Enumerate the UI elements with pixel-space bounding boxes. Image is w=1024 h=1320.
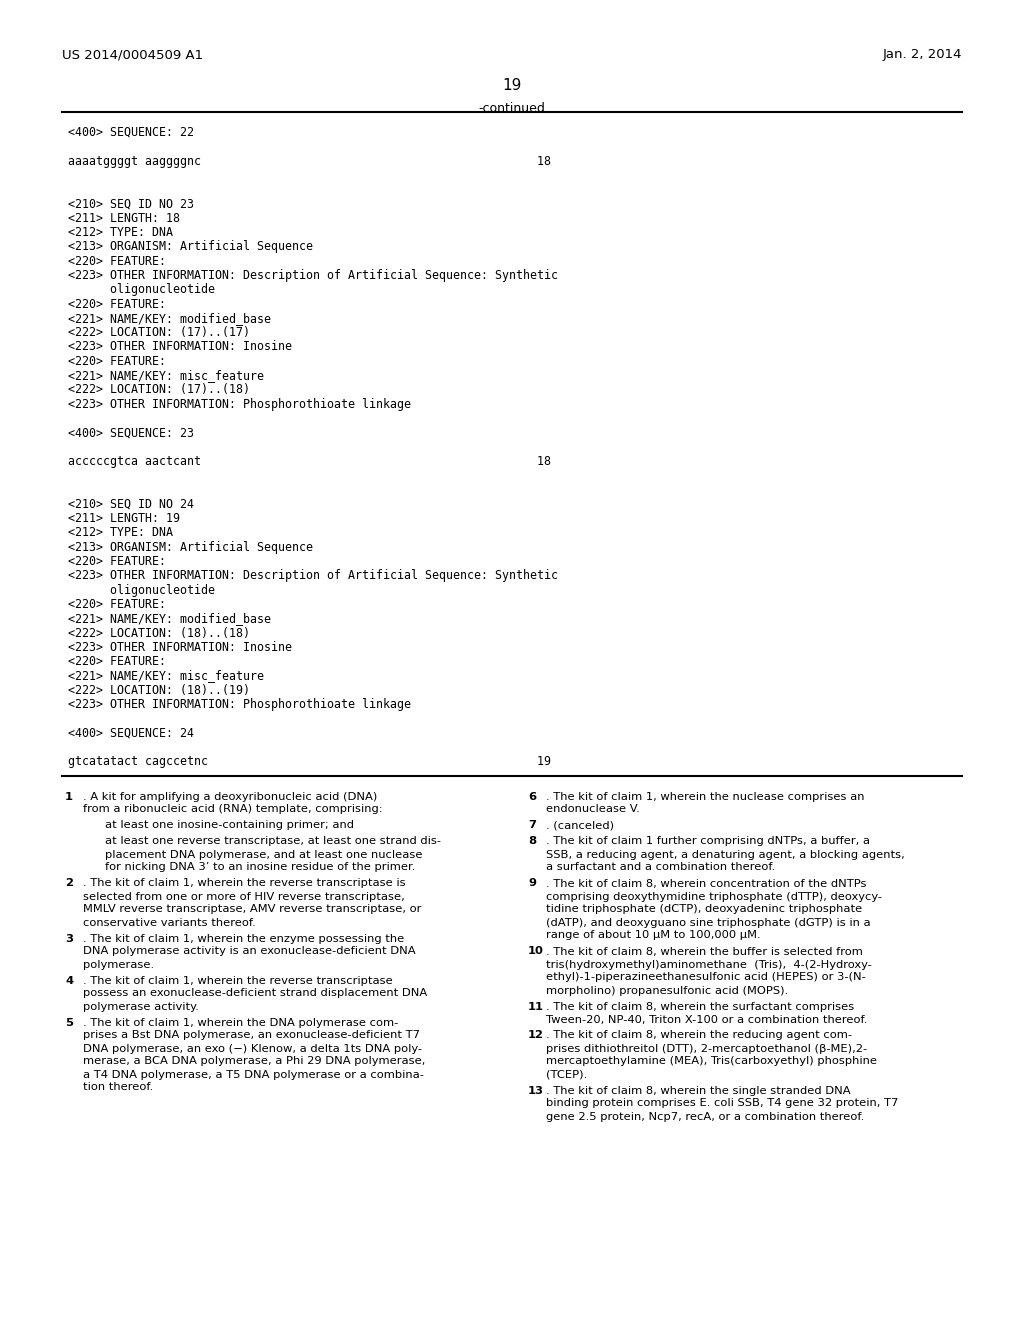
Text: . The kit of claim 1 further comprising dNTPs, a buffer, a: . The kit of claim 1 further comprising …: [546, 837, 870, 846]
Text: 9: 9: [528, 879, 536, 888]
Text: polymerase.: polymerase.: [83, 960, 155, 969]
Text: oligonucleotide: oligonucleotide: [68, 583, 215, 597]
Text: endonuclease V.: endonuclease V.: [546, 804, 640, 814]
Text: <222> LOCATION: (18)..(18): <222> LOCATION: (18)..(18): [68, 627, 250, 639]
Text: 13: 13: [528, 1085, 544, 1096]
Text: 12: 12: [528, 1031, 544, 1040]
Text: . The kit of claim 1, wherein the DNA polymerase com-: . The kit of claim 1, wherein the DNA po…: [83, 1018, 398, 1027]
Text: . The kit of claim 8, wherein the reducing agent com-: . The kit of claim 8, wherein the reduci…: [546, 1031, 852, 1040]
Text: ethyl)-1-piperazineethanesulfonic acid (HEPES) or 3-(N-: ethyl)-1-piperazineethanesulfonic acid (…: [546, 973, 865, 982]
Text: . The kit of claim 1, wherein the reverse transcriptase: . The kit of claim 1, wherein the revers…: [83, 975, 393, 986]
Text: <223> OTHER INFORMATION: Phosphorothioate linkage: <223> OTHER INFORMATION: Phosphorothioat…: [68, 698, 411, 711]
Text: . (canceled): . (canceled): [546, 821, 614, 830]
Text: <222> LOCATION: (17)..(17): <222> LOCATION: (17)..(17): [68, 326, 250, 339]
Text: <211> LENGTH: 18: <211> LENGTH: 18: [68, 211, 180, 224]
Text: . The kit of claim 1, wherein the reverse transcriptase is: . The kit of claim 1, wherein the revers…: [83, 879, 406, 888]
Text: range of about 10 μM to 100,000 μM.: range of about 10 μM to 100,000 μM.: [546, 931, 761, 940]
Text: 4: 4: [65, 975, 73, 986]
Text: comprising deoxythymidine triphosphate (dTTP), deoxycy-: comprising deoxythymidine triphosphate (…: [546, 891, 882, 902]
Text: prises a Bst DNA polymerase, an exonuclease-deficient T7: prises a Bst DNA polymerase, an exonucle…: [83, 1031, 420, 1040]
Text: a T4 DNA polymerase, a T5 DNA polymerase or a combina-: a T4 DNA polymerase, a T5 DNA polymerase…: [83, 1069, 424, 1080]
Text: binding protein comprises E. coli SSB, T4 gene 32 protein, T7: binding protein comprises E. coli SSB, T…: [546, 1098, 898, 1109]
Text: <220> FEATURE:: <220> FEATURE:: [68, 255, 166, 268]
Text: <213> ORGANISM: Artificial Sequence: <213> ORGANISM: Artificial Sequence: [68, 240, 313, 253]
Text: <221> NAME/KEY: misc_feature: <221> NAME/KEY: misc_feature: [68, 370, 264, 381]
Text: <213> ORGANISM: Artificial Sequence: <213> ORGANISM: Artificial Sequence: [68, 541, 313, 553]
Text: <222> LOCATION: (17)..(18): <222> LOCATION: (17)..(18): [68, 383, 250, 396]
Text: from a ribonucleic acid (RNA) template, comprising:: from a ribonucleic acid (RNA) template, …: [83, 804, 383, 814]
Text: <222> LOCATION: (18)..(19): <222> LOCATION: (18)..(19): [68, 684, 250, 697]
Text: DNA polymerase, an exo (−) Klenow, a delta 1ts DNA poly-: DNA polymerase, an exo (−) Klenow, a del…: [83, 1044, 422, 1053]
Text: <212> TYPE: DNA: <212> TYPE: DNA: [68, 527, 173, 540]
Text: <223> OTHER INFORMATION: Inosine: <223> OTHER INFORMATION: Inosine: [68, 341, 292, 354]
Text: <221> NAME/KEY: modified_base: <221> NAME/KEY: modified_base: [68, 612, 271, 626]
Text: 10: 10: [528, 946, 544, 957]
Text: <220> FEATURE:: <220> FEATURE:: [68, 655, 166, 668]
Text: aaaatggggt aaggggnc                                                18: aaaatggggt aaggggnc 18: [68, 154, 551, 168]
Text: <223> OTHER INFORMATION: Description of Artificial Sequence: Synthetic: <223> OTHER INFORMATION: Description of …: [68, 569, 558, 582]
Text: for nicking DNA 3’ to an inosine residue of the primer.: for nicking DNA 3’ to an inosine residue…: [105, 862, 416, 873]
Text: Tween-20, NP-40, Triton X-100 or a combination thereof.: Tween-20, NP-40, Triton X-100 or a combi…: [546, 1015, 867, 1024]
Text: polymerase activity.: polymerase activity.: [83, 1002, 199, 1011]
Text: <400> SEQUENCE: 24: <400> SEQUENCE: 24: [68, 726, 194, 739]
Text: placement DNA polymerase, and at least one nuclease: placement DNA polymerase, and at least o…: [105, 850, 423, 859]
Text: <400> SEQUENCE: 22: <400> SEQUENCE: 22: [68, 125, 194, 139]
Text: . The kit of claim 8, wherein the single stranded DNA: . The kit of claim 8, wherein the single…: [546, 1085, 851, 1096]
Text: 3: 3: [65, 933, 73, 944]
Text: tion thereof.: tion thereof.: [83, 1082, 154, 1093]
Text: <210> SEQ ID NO 24: <210> SEQ ID NO 24: [68, 498, 194, 511]
Text: tidine triphosphate (dCTP), deoxyadeninc triphosphate: tidine triphosphate (dCTP), deoxyadeninc…: [546, 904, 862, 915]
Text: <223> OTHER INFORMATION: Description of Artificial Sequence: Synthetic: <223> OTHER INFORMATION: Description of …: [68, 269, 558, 282]
Text: . A kit for amplifying a deoxyribonucleic acid (DNA): . A kit for amplifying a deoxyribonuclei…: [83, 792, 378, 801]
Text: . The kit of claim 8, wherein the buffer is selected from: . The kit of claim 8, wherein the buffer…: [546, 946, 863, 957]
Text: <220> FEATURE:: <220> FEATURE:: [68, 554, 166, 568]
Text: 8: 8: [528, 837, 537, 846]
Text: <223> OTHER INFORMATION: Inosine: <223> OTHER INFORMATION: Inosine: [68, 640, 292, 653]
Text: prises dithiothreitol (DTT), 2-mercaptoethanol (β-ME),2-: prises dithiothreitol (DTT), 2-mercaptoe…: [546, 1044, 867, 1053]
Text: selected from one or more of HIV reverse transcriptase,: selected from one or more of HIV reverse…: [83, 891, 404, 902]
Text: morpholino) propanesulfonic acid (MOPS).: morpholino) propanesulfonic acid (MOPS).: [546, 986, 788, 995]
Text: mercaptoethylamine (MEA), Tris(carboxyethyl) phosphine: mercaptoethylamine (MEA), Tris(carboxyet…: [546, 1056, 877, 1067]
Text: -continued: -continued: [478, 102, 546, 115]
Text: conservative variants thereof.: conservative variants thereof.: [83, 917, 256, 928]
Text: at least one inosine-containing primer; and: at least one inosine-containing primer; …: [105, 821, 354, 830]
Text: 19: 19: [503, 78, 521, 92]
Text: acccccgtca aactcant                                                18: acccccgtca aactcant 18: [68, 455, 551, 467]
Text: a surfactant and a combination thereof.: a surfactant and a combination thereof.: [546, 862, 775, 873]
Text: gene 2.5 protein, Ncp7, recA, or a combination thereof.: gene 2.5 protein, Ncp7, recA, or a combi…: [546, 1111, 864, 1122]
Text: <210> SEQ ID NO 23: <210> SEQ ID NO 23: [68, 198, 194, 210]
Text: . The kit of claim 8, wherein the surfactant comprises: . The kit of claim 8, wherein the surfac…: [546, 1002, 854, 1011]
Text: (TCEP).: (TCEP).: [546, 1069, 587, 1080]
Text: <221> NAME/KEY: modified_base: <221> NAME/KEY: modified_base: [68, 312, 271, 325]
Text: <221> NAME/KEY: misc_feature: <221> NAME/KEY: misc_feature: [68, 669, 264, 682]
Text: US 2014/0004509 A1: US 2014/0004509 A1: [62, 48, 203, 61]
Text: MMLV reverse transcriptase, AMV reverse transcriptase, or: MMLV reverse transcriptase, AMV reverse …: [83, 904, 421, 915]
Text: <223> OTHER INFORMATION: Phosphorothioate linkage: <223> OTHER INFORMATION: Phosphorothioat…: [68, 397, 411, 411]
Text: DNA polymerase activity is an exonuclease-deficient DNA: DNA polymerase activity is an exonucleas…: [83, 946, 416, 957]
Text: SSB, a reducing agent, a denaturing agent, a blocking agents,: SSB, a reducing agent, a denaturing agen…: [546, 850, 905, 859]
Text: <211> LENGTH: 19: <211> LENGTH: 19: [68, 512, 180, 525]
Text: <212> TYPE: DNA: <212> TYPE: DNA: [68, 226, 173, 239]
Text: (dATP), and deoxyguano sine triphosphate (dGTP) is in a: (dATP), and deoxyguano sine triphosphate…: [546, 917, 870, 928]
Text: merase, a BCA DNA polymerase, a Phi 29 DNA polymerase,: merase, a BCA DNA polymerase, a Phi 29 D…: [83, 1056, 425, 1067]
Text: 5: 5: [65, 1018, 73, 1027]
Text: . The kit of claim 8, wherein concentration of the dNTPs: . The kit of claim 8, wherein concentrat…: [546, 879, 866, 888]
Text: <220> FEATURE:: <220> FEATURE:: [68, 598, 166, 611]
Text: 11: 11: [528, 1002, 544, 1011]
Text: . The kit of claim 1, wherein the nuclease comprises an: . The kit of claim 1, wherein the nuclea…: [546, 792, 864, 801]
Text: at least one reverse transcriptase, at least one strand dis-: at least one reverse transcriptase, at l…: [105, 837, 441, 846]
Text: 2: 2: [65, 879, 73, 888]
Text: possess an exonuclease-deficient strand displacement DNA: possess an exonuclease-deficient strand …: [83, 989, 427, 998]
Text: 7: 7: [528, 821, 536, 830]
Text: 1: 1: [65, 792, 73, 801]
Text: 6: 6: [528, 792, 537, 801]
Text: . The kit of claim 1, wherein the enzyme possessing the: . The kit of claim 1, wherein the enzyme…: [83, 933, 404, 944]
Text: <220> FEATURE:: <220> FEATURE:: [68, 297, 166, 310]
Text: oligonucleotide: oligonucleotide: [68, 284, 215, 296]
Text: <400> SEQUENCE: 23: <400> SEQUENCE: 23: [68, 426, 194, 440]
Text: <220> FEATURE:: <220> FEATURE:: [68, 355, 166, 368]
Text: tris(hydroxymethyl)aminomethane  (Tris),  4-(2-Hydroxy-: tris(hydroxymethyl)aminomethane (Tris), …: [546, 960, 871, 969]
Text: gtcatatact cagccetnc                                               19: gtcatatact cagccetnc 19: [68, 755, 551, 768]
Text: Jan. 2, 2014: Jan. 2, 2014: [883, 48, 962, 61]
